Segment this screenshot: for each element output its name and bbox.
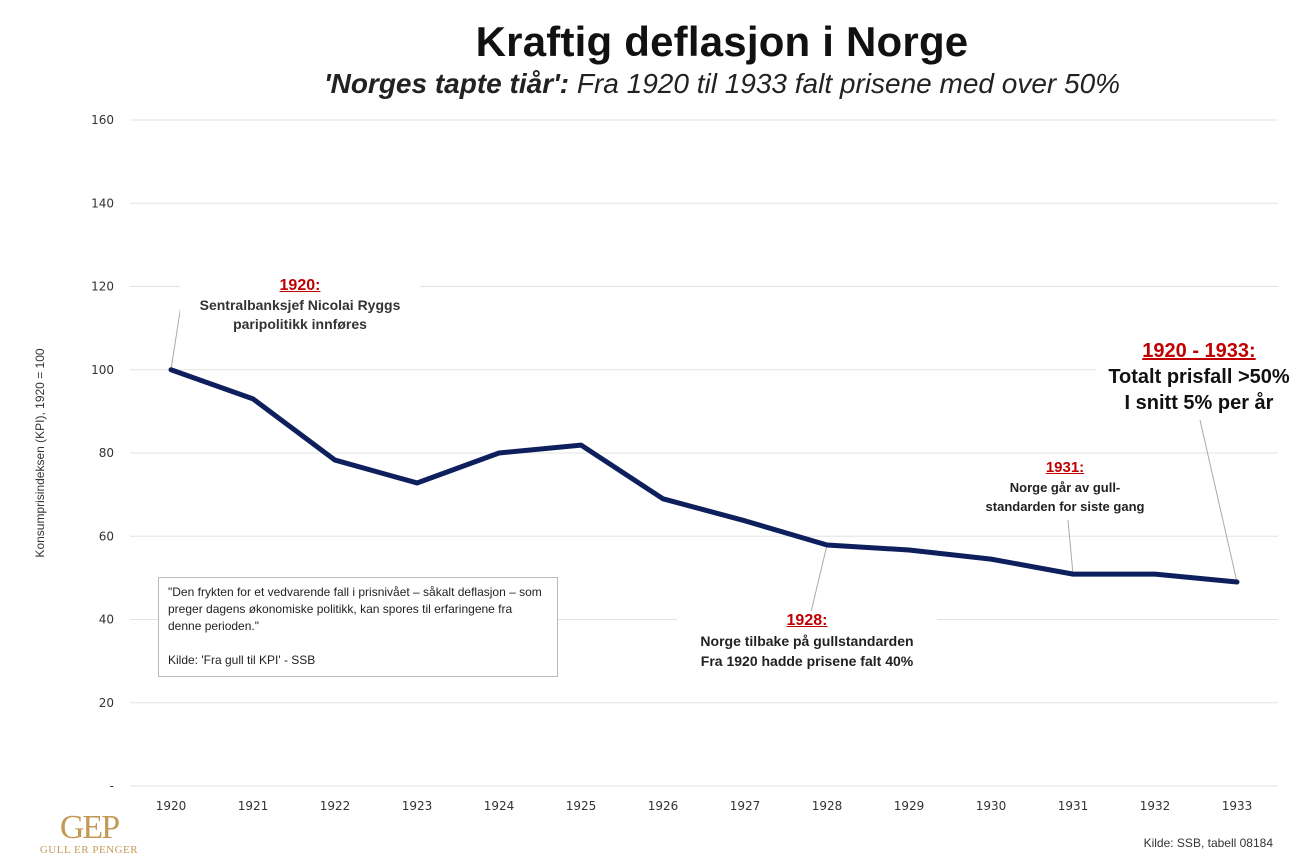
y-tick-label: 40 <box>99 613 114 627</box>
logo: GEP GULL ER PENGER <box>34 809 144 857</box>
quote-box: "Den frykten for et vedvarende fall i pr… <box>158 577 558 677</box>
annotation-1920: 1920: Sentralbanksjef Nicolai Ryggs pari… <box>180 276 420 334</box>
annotation-line: Totalt prisfall >50% <box>1108 366 1290 388</box>
data-source: Kilde: SSB, tabell 08184 <box>1143 836 1273 850</box>
chart-title: Kraftig deflasjon i Norge <box>475 18 969 65</box>
leader-line-1931 <box>1067 519 1074 575</box>
y-tick-label: 80 <box>99 446 114 460</box>
annotation-year: 1920 - 1933: <box>1142 340 1256 362</box>
x-tick-label: 1930 <box>976 799 1007 813</box>
x-tick-label: 1925 <box>566 799 597 813</box>
annotation-line: Sentralbanksjef Nicolai Ryggs <box>199 297 401 313</box>
annotation-line: standarden for siste gang <box>985 499 1145 514</box>
y-tick-label: - <box>110 779 114 793</box>
y-tick-label: 160 <box>91 113 114 127</box>
x-tick-label: 1923 <box>402 799 433 813</box>
annotation-line: paripolitikk innføres <box>233 316 367 332</box>
subtitle-rest: Fra 1920 til 1933 falt prisene med over … <box>569 68 1121 99</box>
annotation-1931: 1931: Norge går av gull- standarden for … <box>975 458 1155 516</box>
annotation-1928: 1928: Norge tilbake på gullstandarden Fr… <box>677 611 937 671</box>
x-tick-label: 1920 <box>156 799 187 813</box>
subtitle-bold: 'Norges tapte tiår': <box>323 68 570 99</box>
series-line-kpi <box>168 367 1240 585</box>
x-tick-label: 1927 <box>730 799 761 813</box>
y-tick-label: 140 <box>91 196 114 210</box>
x-tick-label: 1933 <box>1222 799 1253 813</box>
y-tick-label: 120 <box>91 280 114 294</box>
logo-mark: GEP <box>59 809 120 846</box>
annotation-1920-1933: 1920 - 1933: Totalt prisfall >50% I snit… <box>1096 338 1300 416</box>
quote-source: Kilde: 'Fra gull til KPI' - SSB <box>168 653 316 667</box>
x-tick-label: 1931 <box>1058 799 1089 813</box>
annotation-line: Fra 1920 hadde prisene falt 40% <box>700 653 914 669</box>
annotation-line: Norge tilbake på gullstandarden <box>700 633 914 649</box>
x-tick-label: 1928 <box>812 799 843 813</box>
leader-line-1933 <box>1199 419 1238 583</box>
annotation-line: I snitt 5% per år <box>1124 392 1274 414</box>
annotation-line: Norge går av gull- <box>1009 480 1121 495</box>
chart-subtitle: 'Norges tapte tiår': Fra 1920 til 1933 f… <box>0 68 1300 100</box>
annotation-year: 1931: <box>1045 459 1085 476</box>
y-tick-label: 60 <box>99 529 114 543</box>
y-tick-label: 100 <box>91 363 114 377</box>
logo-text: GULL ER PENGER <box>39 844 139 856</box>
x-tick-label: 1924 <box>484 799 515 813</box>
y-tick-label: 20 <box>99 696 114 710</box>
annotation-year: 1928: <box>786 612 828 629</box>
x-tick-label: 1929 <box>894 799 925 813</box>
x-tick-label: 1932 <box>1140 799 1171 813</box>
x-tick-label: 1922 <box>320 799 351 813</box>
x-tick-label: 1926 <box>648 799 679 813</box>
x-tick-label: 1921 <box>238 799 269 813</box>
leader-line-1928 <box>810 544 828 613</box>
quote-text: "Den frykten for et vedvarende fall i pr… <box>168 585 542 633</box>
annotation-year: 1920: <box>279 277 321 294</box>
y-axis-label: Konsumprisindeksen (KPI), 1920 = 100 <box>33 348 47 557</box>
